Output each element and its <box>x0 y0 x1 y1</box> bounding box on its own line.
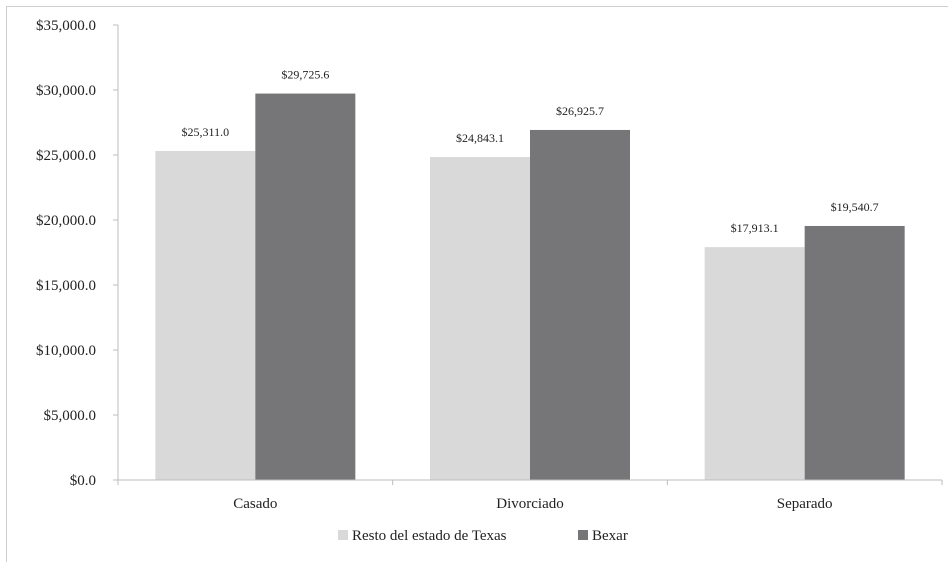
data-label: $24,843.1 <box>456 131 504 145</box>
legend: Resto del estado de Texas Bexar <box>338 528 628 544</box>
bar-divorciado-series-1 <box>430 157 530 480</box>
y-axis: $0.0 $5,000.0 $10,000.0 $15,000.0 $20,000.0 $… <box>36 18 119 489</box>
legend-label: Bexar <box>592 528 628 544</box>
bar-separado-series-2 <box>804 225 905 480</box>
y-tick-label: $15,000.0 <box>36 278 96 294</box>
x-axis: Casado Divorciado Separado <box>117 479 943 512</box>
data-label: $29,725.6 <box>281 68 329 82</box>
data-label: $17,913.1 <box>731 221 779 235</box>
y-tick-label: $10,000.0 <box>36 343 96 359</box>
bar-casado-series-1 <box>155 150 256 480</box>
y-tick-label: $20,000.0 <box>36 213 96 229</box>
data-label: $26,925.7 <box>556 104 604 118</box>
bars-group <box>155 93 905 481</box>
bar-separado-series-1 <box>704 247 805 480</box>
legend-swatch <box>338 530 348 540</box>
bar-divorciado-series-2 <box>530 129 630 481</box>
x-tick-label: Separado <box>777 496 833 512</box>
legend-label: Resto del estado de Texas <box>352 528 507 544</box>
y-tick-label: $25,000.0 <box>36 148 96 164</box>
data-label: $19,540.7 <box>831 200 879 214</box>
data-labels-group: $25,311.0 $29,725.6 $24,843.1 $26,925.7 $17,… <box>182 68 879 236</box>
bar-casado-series-2 <box>255 93 356 480</box>
data-label: $25,311.0 <box>182 125 230 139</box>
y-tick-label: $35,000.0 <box>36 18 96 34</box>
legend-swatch <box>578 530 588 540</box>
x-tick-label: Divorciado <box>496 496 563 512</box>
x-tick-label: Casado <box>233 496 277 512</box>
y-tick-label: $0.0 <box>70 473 96 489</box>
chart-frame <box>6 6 948 562</box>
y-tick-label: $5,000.0 <box>44 408 97 424</box>
y-tick-label: $30,000.0 <box>36 83 96 99</box>
